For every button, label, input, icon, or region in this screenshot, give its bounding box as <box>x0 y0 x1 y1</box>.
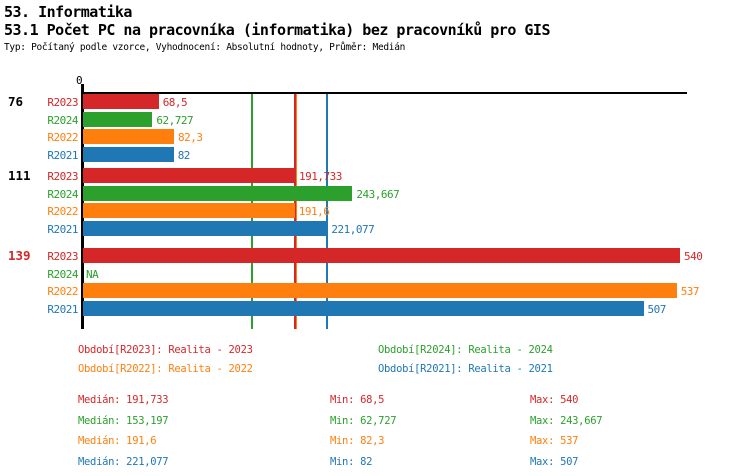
bar-r2024 <box>83 111 153 127</box>
bar-value-label: 537 <box>680 285 700 298</box>
row-label-r2023: R2023 <box>47 96 78 109</box>
group-label: 76 <box>8 94 24 109</box>
bar-r2021 <box>83 146 174 162</box>
stat-min-r2021: Min: 82 <box>330 456 373 468</box>
bar-value-label: 82,3 <box>178 131 203 144</box>
median-line-r2022 <box>295 93 298 329</box>
stat-median-r2024: Medián: 153,197 <box>78 415 169 427</box>
bar-value-label: 221,077 <box>331 222 375 236</box>
row-label-r2022: R2022 <box>47 131 78 144</box>
stat-max-r2021: Max: 507 <box>530 456 579 468</box>
stat-min-r2024: Min: 62,727 <box>330 415 397 427</box>
stat-median-r2023: Medián: 191,733 <box>78 394 169 406</box>
stat-min-r2023: Min: 68,5 <box>330 394 385 406</box>
row-label-r2023: R2023 <box>47 170 78 183</box>
stat-max-r2022: Max: 537 <box>530 435 579 447</box>
y-axis-line <box>81 84 84 329</box>
bar-value-label: 68,5 <box>162 96 188 109</box>
bar-r2021 <box>83 300 644 316</box>
bar-r2023 <box>83 248 680 263</box>
bar-r2023 <box>83 168 295 183</box>
bar-r2023 <box>83 94 159 109</box>
bar-value-label: 82 <box>177 148 191 162</box>
row-label-r2024: R2024 <box>47 187 78 201</box>
legend-item-r2023: Období[R2023]: Realita - 2023 <box>78 344 253 356</box>
bar-r2022 <box>83 203 295 218</box>
x-axis-zero-tick-label: 0 <box>76 74 83 87</box>
row-label-r2023: R2023 <box>47 250 78 263</box>
stat-median-r2022: Medián: 191,6 <box>78 435 157 447</box>
chart-subtitle: Typ: Počítaný podle vzorce, Vyhodnocení:… <box>4 42 406 53</box>
legend-item-r2024: Období[R2024]: Realita - 2024 <box>378 344 553 356</box>
bar-r2021 <box>83 220 328 236</box>
row-label-r2024: R2024 <box>47 113 78 127</box>
chart-title: 53.1 Počet PC na pracovníka (informatika… <box>4 21 550 39</box>
bar-value-label: 191,733 <box>299 170 342 183</box>
bar-value-label: 243,667 <box>356 187 400 201</box>
bar-na-label: NA <box>86 267 99 281</box>
stat-min-r2022: Min: 82,3 <box>330 435 385 447</box>
group-label: 111 <box>8 168 31 183</box>
row-label-r2022: R2022 <box>47 205 78 218</box>
stat-max-r2023: Max: 540 <box>530 394 579 406</box>
bar-value-label: 507 <box>647 302 667 316</box>
row-label-r2022: R2022 <box>47 285 78 298</box>
bar-r2022 <box>83 129 174 144</box>
row-label-r2024: R2024 <box>47 267 78 281</box>
stat-max-r2024: Max: 243,667 <box>530 415 603 427</box>
bar-r2024 <box>83 185 353 201</box>
bar-r2022 <box>83 283 677 298</box>
report-section-title: 53. Informatika <box>4 3 132 21</box>
legend-item-r2021: Období[R2021]: Realita - 2021 <box>378 363 553 375</box>
row-label-r2021: R2021 <box>47 148 78 162</box>
row-label-r2021: R2021 <box>47 222 78 236</box>
row-label-r2021: R2021 <box>47 302 78 316</box>
bar-value-label: 191,6 <box>298 205 330 218</box>
legend-item-r2022: Období[R2022]: Realita - 2022 <box>78 363 253 375</box>
bar-value-label: 62,727 <box>156 113 194 127</box>
median-line-r2021 <box>326 93 328 329</box>
bar-value-label: 540 <box>684 250 703 263</box>
x-axis-line <box>82 92 687 94</box>
stat-median-r2021: Medián: 221,077 <box>78 456 169 468</box>
group-label: 139 <box>8 248 31 263</box>
